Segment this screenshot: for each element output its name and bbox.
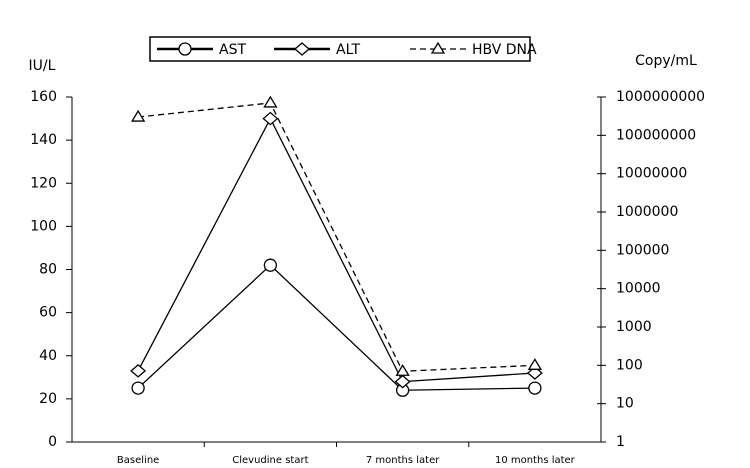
x-tick-label: 10 months later [495,455,576,466]
y2-tick-label: 100000 [616,242,669,258]
series-line [137,117,535,383]
legend-box [149,36,531,62]
y2-tick-label: 10000 [616,281,661,297]
legend-marker [178,42,192,56]
y2-tick-label: 100 [616,357,643,373]
y2-tick-label: 1000000 [616,204,678,220]
data-point [394,374,411,389]
y2-tick-label: 10 [616,396,634,412]
legend-marker [294,42,310,56]
series-line [138,102,535,372]
data-point [130,363,147,378]
y2-tick-label: 100000000 [616,127,696,143]
y-tick-label: 100 [30,218,57,234]
y2-tick-label: 1 [616,434,625,450]
legend-label: ALT [336,42,360,58]
y-tick-label: 160 [30,89,57,105]
legend-label: HBV DNA [472,42,537,58]
y-tick-label: 0 [48,434,57,450]
y2-axis-title: Copy/mL [635,53,697,69]
data-point [262,111,279,126]
y-tick-label: 40 [39,348,57,364]
x-tick-label: Baseline [117,455,159,466]
y2-tick-label: 1000 [616,319,652,335]
data-point [130,109,146,122]
x-tick-label: Clevudine start [232,455,308,466]
legend-label: AST [219,42,246,58]
legend-marker [430,41,446,54]
data-point [395,364,410,376]
data-point [526,366,543,380]
y-tick-label: 120 [30,175,57,191]
y-tick-label: 140 [30,132,57,148]
y-tick-label: 20 [39,391,57,407]
y-axis-title: IU/L [29,58,56,74]
data-point [527,358,543,370]
data-point [528,381,542,395]
x-tick-label: 7 months later [366,455,440,466]
data-point [131,381,145,395]
data-point [263,95,278,108]
data-point [263,258,278,272]
y-tick-label: 60 [39,305,57,321]
series-line [137,264,535,391]
y-tick-label: 80 [39,262,57,278]
y2-tick-label: 1000000000 [616,89,705,105]
y2-tick-label: 10000000 [616,166,687,182]
